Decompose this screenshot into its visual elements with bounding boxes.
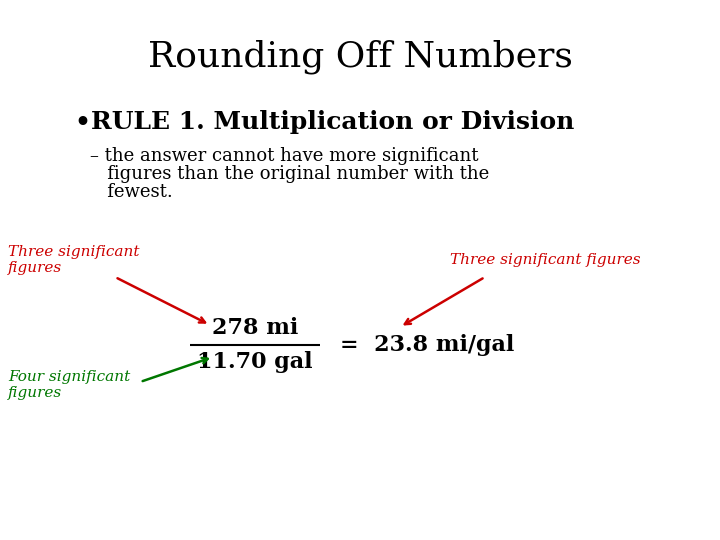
- Text: •RULE 1. Multiplication or Division: •RULE 1. Multiplication or Division: [75, 110, 575, 134]
- Text: fewest.: fewest.: [90, 183, 173, 201]
- Text: =  23.8 mi/gal: = 23.8 mi/gal: [340, 334, 514, 356]
- Text: Three significant figures: Three significant figures: [450, 253, 641, 267]
- Text: Four significant
figures: Four significant figures: [8, 370, 130, 400]
- Text: Three significant
figures: Three significant figures: [8, 245, 140, 275]
- Text: 11.70 gal: 11.70 gal: [197, 351, 312, 373]
- Text: – the answer cannot have more significant: – the answer cannot have more significan…: [90, 147, 479, 165]
- Text: Rounding Off Numbers: Rounding Off Numbers: [148, 40, 572, 75]
- Text: 278 mi: 278 mi: [212, 317, 298, 339]
- Text: figures than the original number with the: figures than the original number with th…: [90, 165, 490, 183]
